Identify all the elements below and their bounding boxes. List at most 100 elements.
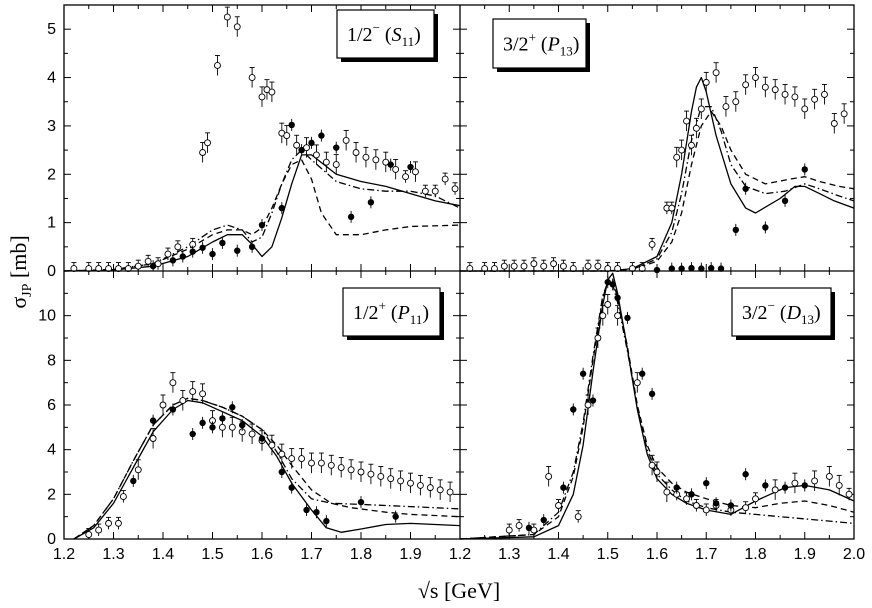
plot-frame bbox=[63, 4, 855, 540]
panel-2: 3/2+ (P13) bbox=[459, 4, 855, 274]
panel-label-fraction: 1/2 bbox=[353, 302, 379, 324]
data-point-open bbox=[811, 95, 819, 103]
data-point-open bbox=[159, 401, 167, 409]
data-point-filled bbox=[614, 294, 621, 301]
x-tick-label: 1.5 bbox=[597, 546, 619, 563]
data-point-filled bbox=[130, 477, 137, 485]
panel-label-close: ) bbox=[422, 302, 429, 324]
y-axis-title-unit: [mb] bbox=[6, 235, 31, 283]
data-point-open bbox=[179, 397, 187, 404]
panel-label-fraction: 1/2 bbox=[347, 24, 373, 46]
data-point-open bbox=[352, 149, 360, 156]
data-point-filled bbox=[347, 213, 355, 221]
data-point-open bbox=[663, 488, 671, 496]
x-tick-label: 1.4 bbox=[547, 546, 569, 563]
panel-label-wave: P bbox=[547, 34, 560, 56]
data-point-filled bbox=[673, 484, 680, 491]
data-point-filled bbox=[698, 265, 705, 272]
y-tick-label: 8 bbox=[47, 352, 56, 369]
data-point-open bbox=[268, 88, 276, 96]
data-point-filled bbox=[169, 257, 177, 264]
data-point-open bbox=[683, 495, 690, 503]
data-point-open bbox=[377, 473, 385, 480]
data-point-filled bbox=[688, 491, 695, 498]
data-point-open bbox=[441, 175, 449, 183]
data-point-open bbox=[387, 475, 395, 483]
data-point-open bbox=[555, 502, 562, 509]
data-point-filled bbox=[717, 265, 725, 272]
data-point-open bbox=[397, 477, 405, 485]
data-point-open bbox=[673, 153, 681, 161]
data-point-open bbox=[283, 132, 291, 140]
data-point-open bbox=[505, 526, 513, 534]
data-point-filled bbox=[540, 516, 547, 524]
x-axis-title: √s [GeV] bbox=[418, 578, 500, 603]
panel-label: 1/2+ (P11) bbox=[353, 298, 429, 327]
panel-label-fraction: 3/2 bbox=[742, 302, 768, 324]
data-point-filled bbox=[707, 264, 715, 272]
data-point-open bbox=[500, 262, 508, 270]
data-point-open bbox=[771, 486, 779, 494]
data-point-open bbox=[520, 262, 528, 270]
data-point-open bbox=[702, 506, 710, 514]
data-point-open bbox=[322, 158, 330, 166]
panel-label: 3/2− (D13) bbox=[742, 298, 821, 327]
panel-label-index: 11 bbox=[402, 34, 415, 49]
data-point-open bbox=[357, 468, 365, 476]
curve-solid bbox=[63, 154, 461, 272]
data-point-filled bbox=[732, 226, 739, 234]
panel-label-close: ) bbox=[573, 34, 580, 56]
panel-label: 3/2+ (P13) bbox=[503, 30, 579, 59]
data-point-open bbox=[308, 459, 315, 467]
data-point-filled bbox=[248, 243, 256, 251]
data-point-filled bbox=[229, 404, 236, 411]
data-point-open bbox=[801, 105, 809, 113]
data-point-open bbox=[402, 173, 409, 181]
data-point-open bbox=[213, 62, 221, 69]
data-point-open bbox=[510, 262, 518, 270]
data-point-open bbox=[144, 257, 152, 265]
data-point-open bbox=[599, 312, 607, 320]
data-point-open bbox=[134, 262, 142, 270]
label-box bbox=[731, 287, 832, 337]
y-tick-label: 0 bbox=[47, 531, 56, 548]
x-tick-label: 1.4 bbox=[152, 546, 174, 563]
panel-label-open: ( bbox=[775, 302, 787, 324]
data-point-open bbox=[830, 120, 838, 127]
curve-dashed bbox=[459, 279, 855, 540]
data-point-open bbox=[105, 519, 113, 527]
y-axis-title-symbol: σ bbox=[6, 297, 31, 309]
data-point-open bbox=[169, 379, 177, 387]
y-tick-label: 5 bbox=[47, 21, 56, 38]
data-point-open bbox=[327, 461, 335, 469]
data-point-open bbox=[446, 488, 454, 496]
curve-solid bbox=[460, 76, 855, 272]
data-point-open bbox=[761, 83, 769, 91]
y-tick-label: 2 bbox=[47, 166, 56, 183]
data-point-filled bbox=[189, 248, 196, 255]
data-point-open bbox=[223, 13, 231, 21]
panel-label-index: 13 bbox=[801, 312, 814, 327]
data-point-open bbox=[821, 91, 828, 98]
data-point-open bbox=[412, 168, 419, 176]
data-point-open bbox=[317, 459, 325, 467]
panel-label-index: 11 bbox=[410, 312, 423, 327]
data-point-filled bbox=[303, 506, 310, 514]
data-point-open bbox=[515, 522, 523, 530]
data-point-open bbox=[372, 156, 380, 164]
data-point-filled bbox=[298, 146, 305, 154]
data-point-filled bbox=[579, 370, 587, 377]
curve-dashed bbox=[73, 397, 461, 540]
data-point-filled bbox=[742, 471, 749, 478]
data-point-filled bbox=[639, 370, 646, 377]
data-point-filled bbox=[367, 199, 375, 206]
data-point-filled bbox=[179, 253, 186, 260]
data-point-open bbox=[337, 464, 345, 471]
data-point-filled bbox=[392, 513, 399, 520]
data-point-filled bbox=[668, 265, 675, 272]
data-point-filled bbox=[288, 121, 295, 129]
data-point-open bbox=[584, 262, 592, 270]
data-point-open bbox=[594, 262, 602, 270]
data-point-filled bbox=[407, 163, 414, 171]
